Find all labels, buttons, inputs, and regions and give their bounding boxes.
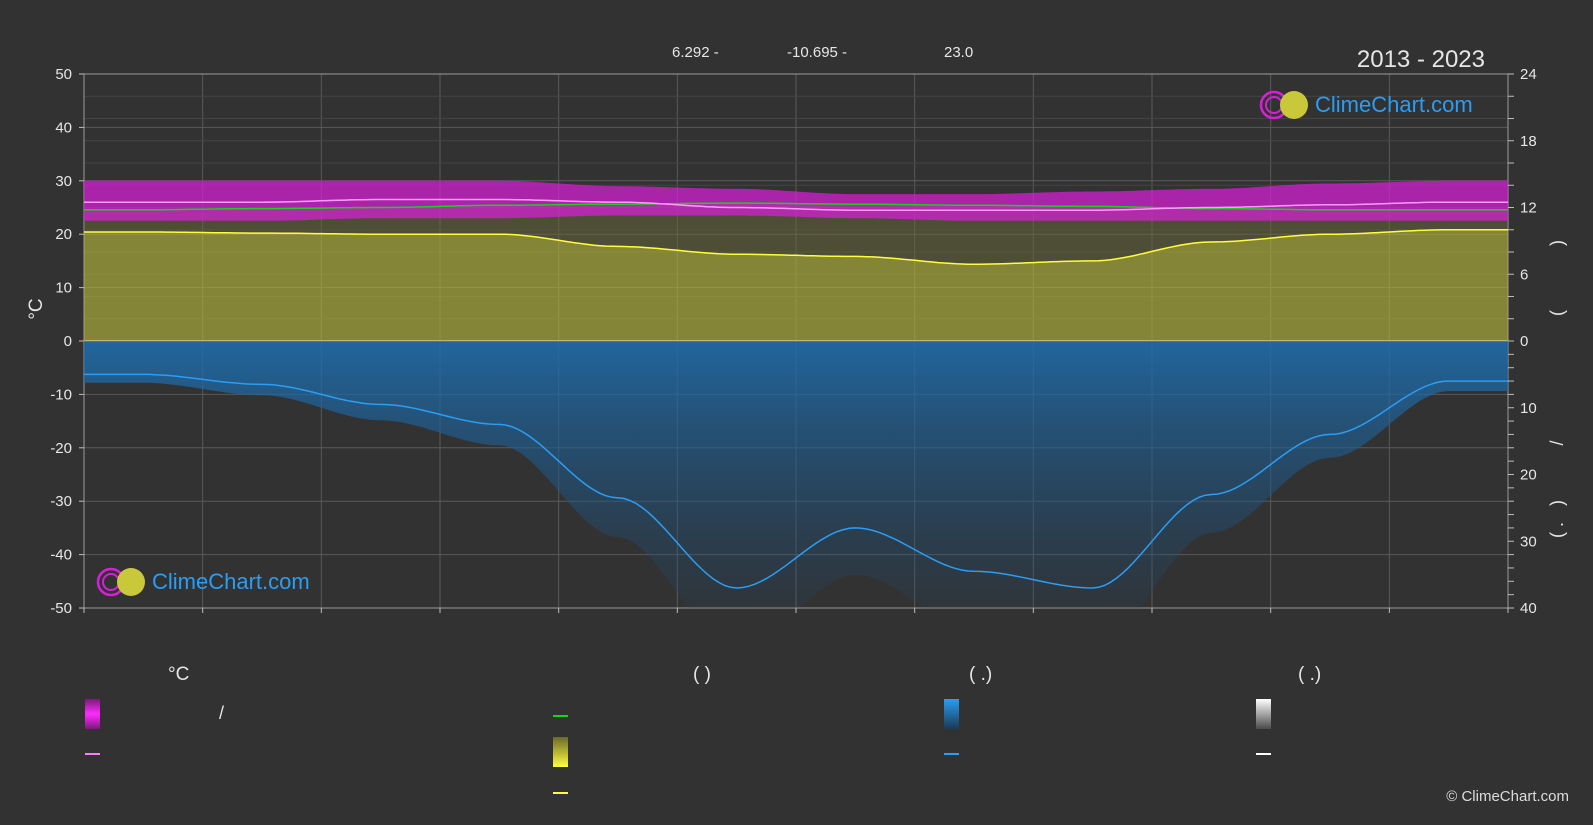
logo-top[interactable]: ClimeChart.com bbox=[1258, 88, 1473, 122]
right-bottom-tick-label: 20 bbox=[1520, 467, 1537, 484]
legend-swatches bbox=[85, 699, 1271, 794]
right-bottom-tick-label: 10 bbox=[1520, 400, 1537, 417]
legend-sunshine-swatch bbox=[553, 737, 568, 767]
legend-temp-slash: / bbox=[219, 703, 225, 723]
sunshine-mean-line bbox=[84, 229, 1508, 265]
data-bands bbox=[84, 180, 1508, 608]
left-tick-label: 20 bbox=[55, 226, 72, 243]
longitude-label: -10.695 - bbox=[787, 44, 848, 61]
left-tick-label: 10 bbox=[55, 280, 72, 297]
legend-sun-title: ( ) bbox=[693, 664, 711, 685]
copyright: © ClimeChart.com bbox=[1446, 788, 1569, 805]
sunshine-band bbox=[84, 229, 1508, 341]
left-tick-label: -30 bbox=[50, 493, 72, 510]
legend-precip-title: ( .) bbox=[969, 664, 993, 685]
period-label: 2013 - 2023 bbox=[1356, 46, 1485, 73]
logo-icon bbox=[96, 567, 145, 597]
right-top-tick-label: 18 bbox=[1520, 133, 1537, 150]
right-bottom-tick-label: 30 bbox=[1520, 533, 1537, 550]
legend-temp-range-swatch bbox=[85, 699, 100, 729]
right-axis-label-part: / bbox=[1547, 440, 1567, 445]
right-axis-label-part: ) bbox=[1547, 240, 1567, 246]
axes: 50 40 30 20 10 0 -10 -20 -30 -40 -50 °C 24 18 12 6 0 10 20… bbox=[26, 66, 1567, 617]
legend-precip-swatch bbox=[944, 699, 959, 729]
right-top-tick-label: 12 bbox=[1520, 200, 1537, 217]
right-axis-label-part: ( bbox=[1547, 310, 1567, 316]
latitude-label: 6.292 - bbox=[672, 44, 719, 61]
left-tick-label: -50 bbox=[50, 600, 72, 617]
left-tick-label: 40 bbox=[55, 119, 72, 136]
left-tick-label: -20 bbox=[50, 440, 72, 457]
precip-mean-line bbox=[84, 373, 1508, 589]
logo-text: ClimeChart.com bbox=[152, 569, 310, 594]
left-tick-label: -10 bbox=[50, 386, 72, 403]
legend-snow-swatch bbox=[1256, 699, 1271, 729]
legend-temp-title: °C bbox=[168, 664, 190, 685]
left-tick-label: 0 bbox=[64, 333, 72, 350]
logo-icon bbox=[1259, 90, 1308, 120]
logo-bottom[interactable]: ClimeChart.com bbox=[95, 565, 310, 599]
left-tick-label: -40 bbox=[50, 547, 72, 564]
right-axis-label-part: ) bbox=[1547, 500, 1567, 506]
right-top-tick-label: 0 bbox=[1520, 333, 1528, 350]
series-lines bbox=[84, 198, 1508, 589]
legend-snow-title: ( .) bbox=[1298, 664, 1322, 685]
temperature-band bbox=[84, 180, 1508, 221]
left-tick-label: 50 bbox=[55, 66, 72, 83]
right-axis-label-part: ( . bbox=[1547, 522, 1567, 538]
daylight-line bbox=[84, 202, 1508, 211]
temp-mean-line bbox=[84, 198, 1508, 211]
left-tick-label: 30 bbox=[55, 173, 72, 190]
right-bottom-tick-label: 40 bbox=[1520, 600, 1537, 617]
elevation-label: 23.0 bbox=[944, 44, 974, 61]
logo-text: ClimeChart.com bbox=[1315, 92, 1473, 117]
left-axis-label: °C bbox=[26, 298, 47, 319]
right-top-tick-label: 24 bbox=[1520, 66, 1537, 83]
right-top-tick-label: 6 bbox=[1520, 266, 1528, 283]
